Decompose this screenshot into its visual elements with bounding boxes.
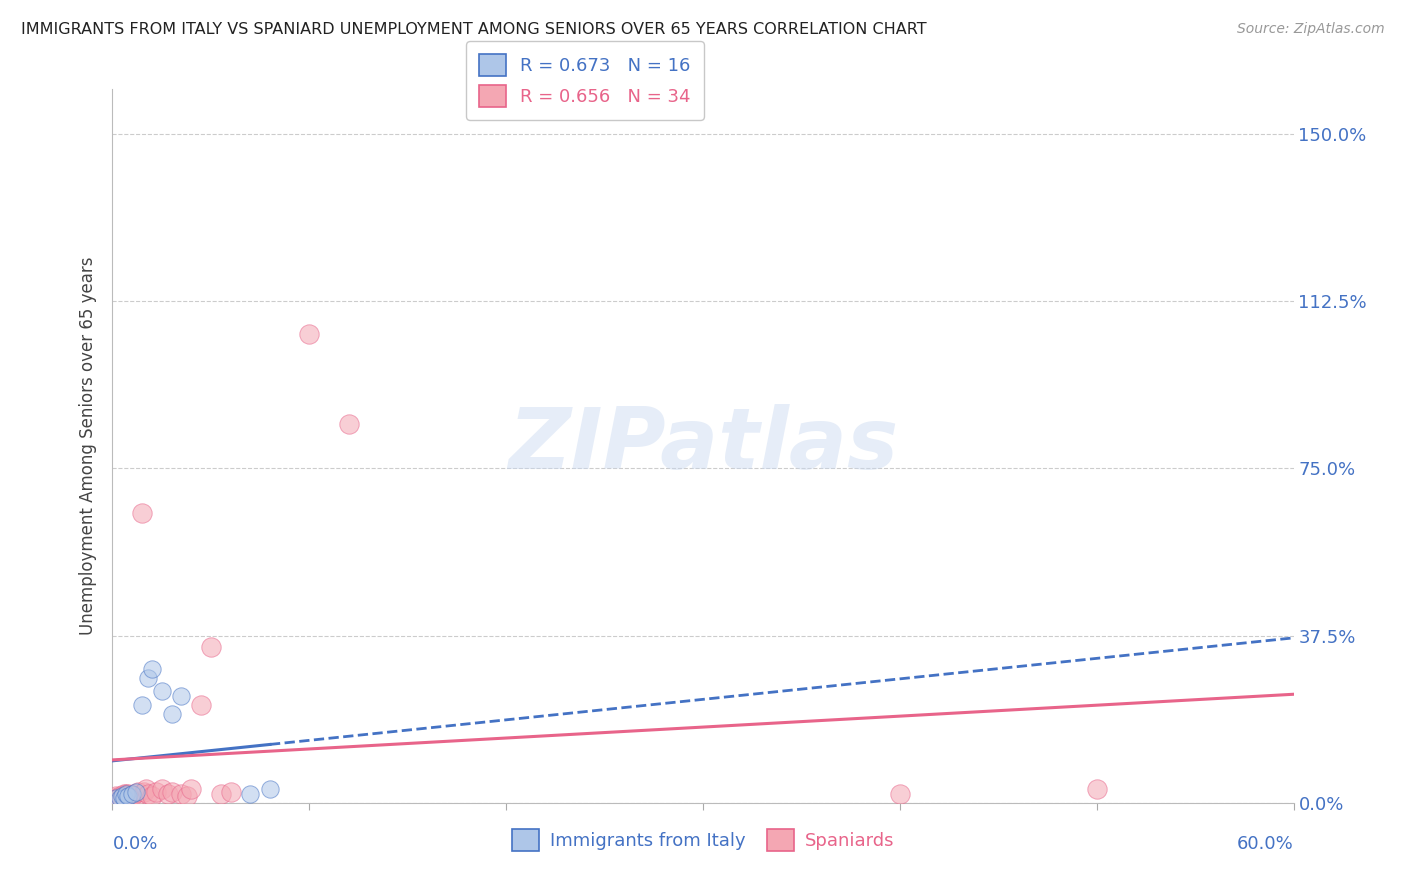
Point	[132, 785, 155, 799]
Text: 60.0%: 60.0%	[1237, 835, 1294, 853]
Text: Source: ZipAtlas.com: Source: ZipAtlas.com	[1237, 22, 1385, 37]
Point	[110, 791, 132, 805]
Point	[156, 787, 179, 801]
Point	[219, 785, 242, 799]
Point	[239, 787, 262, 801]
Point	[115, 787, 138, 801]
Point	[160, 785, 183, 799]
Point	[125, 785, 148, 799]
Point	[112, 787, 135, 801]
Point	[889, 787, 911, 801]
Point	[259, 782, 281, 797]
Point	[141, 662, 163, 676]
Point	[170, 787, 193, 801]
Point	[120, 789, 142, 804]
Point	[131, 698, 153, 712]
Legend: Immigrants from Italy, Spaniards: Immigrants from Italy, Spaniards	[505, 822, 901, 858]
Point	[337, 417, 360, 431]
Point	[115, 787, 138, 801]
Point	[135, 782, 157, 797]
Point	[111, 791, 134, 805]
Point	[131, 506, 153, 520]
Y-axis label: Unemployment Among Seniors over 65 years: Unemployment Among Seniors over 65 years	[79, 257, 97, 635]
Point	[298, 327, 321, 342]
Point	[145, 785, 167, 799]
Point	[121, 787, 143, 801]
Point	[209, 787, 232, 801]
Point	[121, 789, 143, 804]
Point	[200, 640, 222, 654]
Point	[105, 789, 128, 804]
Text: ZIPatlas: ZIPatlas	[508, 404, 898, 488]
Point	[110, 789, 132, 804]
Point	[127, 785, 149, 799]
Point	[141, 789, 163, 804]
Point	[125, 789, 148, 804]
Point	[103, 791, 125, 805]
Point	[136, 787, 159, 801]
Point	[122, 787, 145, 801]
Point	[176, 789, 198, 804]
Point	[190, 698, 212, 712]
Point	[170, 689, 193, 703]
Point	[112, 791, 135, 805]
Point	[111, 789, 134, 804]
Point	[105, 791, 128, 805]
Point	[1085, 782, 1108, 797]
Point	[180, 782, 202, 797]
Point	[136, 671, 159, 685]
Point	[150, 684, 173, 698]
Point	[160, 706, 183, 721]
Point	[107, 791, 129, 805]
Point	[150, 782, 173, 797]
Point	[117, 789, 139, 804]
Text: 0.0%: 0.0%	[112, 835, 157, 853]
Point	[117, 787, 139, 801]
Point	[112, 789, 135, 804]
Text: IMMIGRANTS FROM ITALY VS SPANIARD UNEMPLOYMENT AMONG SENIORS OVER 65 YEARS CORRE: IMMIGRANTS FROM ITALY VS SPANIARD UNEMPL…	[21, 22, 927, 37]
